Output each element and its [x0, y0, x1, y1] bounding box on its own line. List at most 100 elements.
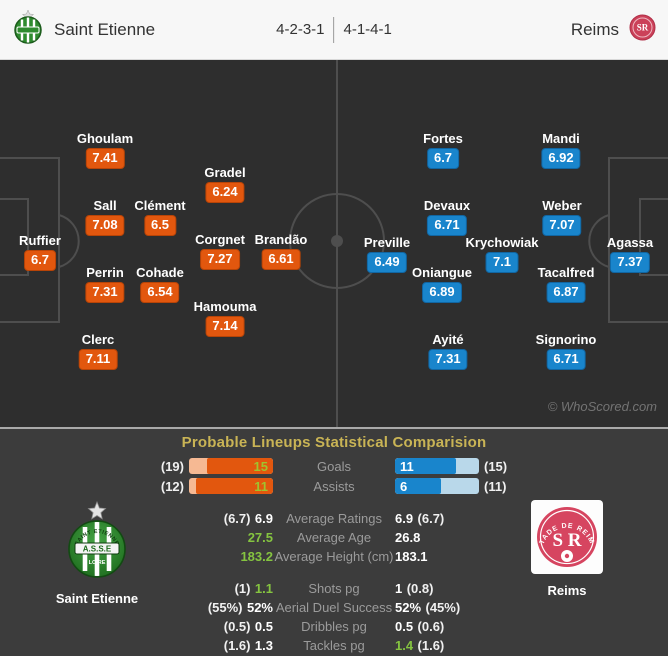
player-name: Corgnet	[195, 232, 245, 247]
player-brandao[interactable]: Brandão 6.61	[255, 232, 307, 270]
home-crest-block: SAINT ETIENNE A.S.S.E LOIRE Saint Etienn…	[49, 500, 145, 606]
player-name: Clerc	[81, 332, 115, 347]
player-name: Mandi	[542, 131, 580, 146]
player-ayite[interactable]: Ayité 7.31	[428, 332, 468, 370]
stats-panel: Probable Lineups Statistical Comparision…	[0, 427, 668, 656]
away-team-link[interactable]: Reims SR	[571, 14, 656, 46]
home-crest-label: Saint Etienne	[55, 591, 139, 606]
home-formation: 4-2-3-1	[276, 21, 325, 38]
player-name: Signorino	[535, 332, 597, 347]
player-hamouma[interactable]: Hamouma 7.14	[193, 299, 257, 337]
svg-text:SR: SR	[637, 22, 649, 32]
player-devaux[interactable]: Devaux 6.71	[424, 198, 470, 236]
watermark: © WhoScored.com	[547, 399, 657, 414]
player-rating-badge: 6.61	[261, 249, 301, 270]
away-value: 26.8	[395, 529, 421, 545]
player-rating-badge: 6.71	[546, 349, 586, 370]
pitch: Ruffier 6.7 Ghoulam 7.41 Sall 7.08 Perrin 7.31 C…	[0, 60, 668, 427]
home-bar-fill: 15	[206, 458, 273, 474]
home-team-link[interactable]: Saint Etienne	[12, 9, 156, 49]
stat-label: Average Age	[296, 530, 372, 545]
player-krychowiak[interactable]: Krychowiak 7.1	[465, 235, 539, 273]
player-name: Gradel	[204, 165, 246, 180]
player-ghoulam[interactable]: Ghoulam 7.41	[77, 131, 133, 169]
home-value: 27.5	[247, 529, 273, 545]
stat-row-dribbles-pg: (0.5) 0.5 Dribbles pg 0.5 (0.6)	[141, 617, 527, 636]
player-perrin[interactable]: Perrin 7.31	[85, 265, 125, 303]
home-bar-assists: 11	[189, 478, 273, 494]
home-total: (19)	[160, 458, 184, 474]
home-value: 6.9	[254, 510, 273, 526]
home-value: 0.5	[254, 618, 273, 634]
svg-text:S R: S R	[552, 530, 581, 551]
home-team-name: Saint Etienne	[54, 19, 156, 39]
stat-label: Shots pg	[308, 581, 360, 596]
away-total: (15)	[484, 458, 508, 474]
stat-label: Average Height (cm)	[274, 549, 394, 564]
away-value-cell: 1.4 (1.6)	[395, 637, 527, 655]
center-spot	[331, 235, 343, 247]
player-rating-badge: 7.41	[85, 148, 125, 169]
player-agassa[interactable]: Agassa 7.37	[607, 235, 653, 273]
player-clement[interactable]: Clément 6.5	[134, 198, 186, 236]
player-rating-badge: 6.7	[23, 250, 57, 271]
player-name: Ghoulam	[76, 131, 134, 146]
away-bar-goals: 11	[395, 458, 479, 474]
player-corgnet[interactable]: Corgnet 7.27	[195, 232, 245, 270]
stat-label: Dribbles pg	[301, 619, 367, 634]
away-paren: (0.8)	[406, 580, 434, 596]
away-paren: (0.6)	[417, 618, 445, 634]
stat-row-average-ratings: (6.7) 6.9 Average Ratings 6.9 (6.7)	[141, 509, 527, 528]
stat-row-tackles-pg: (1.6) 1.3 Tackles pg 1.4 (1.6)	[141, 636, 527, 655]
player-gradel[interactable]: Gradel 6.24	[204, 165, 246, 203]
stat-label: Assists	[313, 478, 355, 494]
formation-divider	[333, 16, 335, 43]
player-preville[interactable]: Preville 6.49	[364, 235, 410, 273]
player-name: Hamouma	[193, 299, 257, 314]
player-tacalfred[interactable]: Tacalfred 6.87	[537, 265, 595, 303]
player-rating-badge: 6.5	[143, 215, 177, 236]
player-name: Devaux	[423, 198, 471, 213]
stat-row-aerial-duel-success: (55%) 52% Aerial Duel Success 52% (45%)	[141, 598, 527, 617]
player-rating-badge: 7.08	[85, 215, 125, 236]
home-total: (12)	[160, 478, 184, 494]
player-rating-badge: 6.92	[541, 148, 581, 169]
player-clerc[interactable]: Clerc 7.11	[78, 332, 118, 370]
home-value: 1.1	[254, 580, 273, 596]
home-team-crest-icon	[12, 9, 44, 49]
away-value: 0.5	[395, 618, 414, 634]
home-paren: (1.6)	[223, 637, 251, 653]
player-fortes[interactable]: Fortes 6.7	[423, 131, 463, 169]
away-value-cell: 6.9 (6.7)	[395, 510, 527, 528]
away-crest-label: Reims	[547, 583, 587, 598]
stat-row-shots-pg: (1) 1.1 Shots pg 1 (0.8)	[141, 579, 527, 598]
stat-row-goals: (19) 15 Goals 11 (15)	[141, 456, 527, 476]
home-bar-goals: 15	[189, 458, 273, 474]
stat-label: Aerial Duel Success	[275, 600, 393, 615]
player-name: Perrin	[86, 265, 124, 280]
player-name: Preville	[363, 235, 411, 250]
home-value-cell: (1) 1.1	[141, 580, 273, 598]
player-ruffier[interactable]: Ruffier 6.7	[19, 233, 61, 271]
player-sall[interactable]: Sall 7.08	[85, 198, 125, 236]
away-bar-fill: 11	[395, 458, 457, 474]
player-signorino[interactable]: Signorino 6.71	[535, 332, 597, 370]
player-name: Krychowiak	[465, 235, 539, 250]
home-value-cell: (0.5) 0.5	[141, 618, 273, 636]
away-paren: (45%)	[425, 599, 461, 615]
player-name: Tacalfred	[537, 265, 595, 280]
player-oniangue[interactable]: Oniangue 6.89	[412, 265, 472, 303]
player-name: Agassa	[606, 235, 654, 250]
home-crest-icon: SAINT ETIENNE A.S.S.E LOIRE	[66, 500, 128, 587]
player-rating-badge: 6.87	[546, 282, 586, 303]
player-cohade[interactable]: Cohade 6.54	[136, 265, 184, 303]
home-paren: (1)	[234, 580, 251, 596]
pitch-markings	[0, 60, 668, 427]
away-value: 52%	[395, 599, 422, 615]
player-weber[interactable]: Weber 7.07	[542, 198, 582, 236]
player-rating-badge: 6.71	[427, 215, 467, 236]
away-value: 1.4	[395, 637, 414, 653]
player-rating-badge: 6.49	[367, 252, 407, 273]
player-mandi[interactable]: Mandi 6.92	[541, 131, 581, 169]
